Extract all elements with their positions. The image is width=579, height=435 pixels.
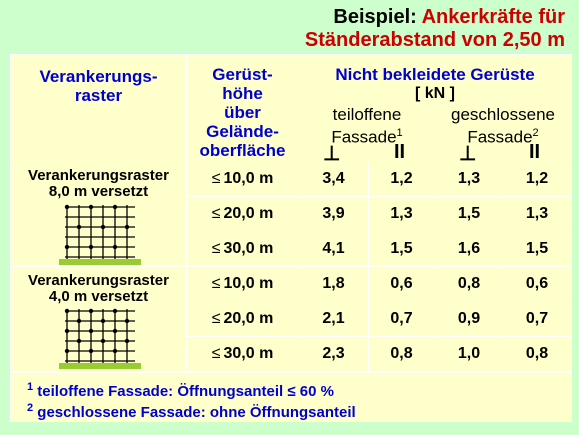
header-anchor-grid: Verankerungs- raster [11,67,186,105]
group-8m-label: Verankerungsraster 8,0 m versetzt [11,168,186,200]
header-sub1-sup: 1 [396,127,403,139]
value-cell: 0,8 [525,345,549,362]
value-cell: 0,8 [390,345,413,362]
header-height-l3: über [224,103,261,122]
value-cell: 1,5 [390,240,413,257]
value-cell: 1,6 [457,240,481,257]
value-cell: 1,8 [322,275,345,292]
value-cell: 2,1 [322,310,345,327]
header-height-l2: höhe [222,84,263,103]
value-cell: 1,3 [457,170,481,187]
header-group-title: Nicht bekleidete Gerüste [335,65,535,84]
group-4m-label: Verankerungsraster 4,0 m versetzt [11,273,186,305]
value-cell: 2,3 [322,345,345,362]
value-cell: 1,2 [390,170,413,187]
header-unclad-scaffolds: Nicht bekleidete Gerüste [299,65,571,84]
value-cell: 0,8 [457,275,481,292]
footnote-1: 1 teiloffene Fassade: Öffnungsanteil ≤ 6… [27,381,334,400]
group-8m-l2: 8,0 m versetzt [48,183,149,200]
height-cell: ≤20,0 m [211,205,274,222]
title-red: Ankerkräfte für [421,6,565,28]
value-cell: 1,0 [457,345,481,362]
title-line-2: Ständerabstand von 2,50 m [304,29,565,51]
anchor-grid-8m-icon [59,204,141,265]
value-cell: 4,1 [322,240,345,257]
value-cell: 3,9 [322,205,345,222]
value-cell: 1,3 [525,205,549,222]
footnote-2: 2 geschlossene Fassade: ohne Öffnungsant… [27,402,356,421]
group-4m-l2: 4,0 m versetzt [48,288,149,305]
value-cell: 0,7 [525,310,549,327]
header-anchor-grid-l1: Verankerungs- [39,67,158,86]
header-sub1-l1: teiloffene [332,105,402,124]
title-line-1: Beispiel: Ankerkräfte für [333,6,565,28]
anchor-force-table: Verankerungs- raster Gerüst- höhe über G… [10,54,572,372]
perp-symbol-2: ⊥ [459,143,477,165]
value-cell: 0,6 [390,275,413,292]
value-cell: 1,3 [390,205,413,222]
value-cell: 1,5 [457,205,481,222]
height-cell: ≤30,0 m [211,345,274,362]
anchor-grid-4m-icon [59,308,141,369]
parallel-symbol-1: II [394,141,406,163]
header-height-l1: Gerüst- [212,65,273,84]
header-sub1-l2: Fassade [331,127,397,147]
value-cell: 0,9 [457,310,481,327]
title-label: Beispiel: [333,6,417,28]
group-4m-l1: Verankerungsraster [28,272,169,289]
header-closed: geschlossene Fassade2 [435,105,571,147]
header-height-l4: Gelände- [206,122,279,141]
footnotes: 1 teiloffene Fassade: Öffnungsanteil ≤ 6… [10,372,572,422]
header-height-l5: oberfläche [199,141,286,160]
height-cell: ≤10,0 m [211,275,274,292]
value-cell: 3,4 [322,170,345,187]
height-cell: ≤30,0 m [211,240,274,257]
header-sub2-l1: geschlossene [451,105,555,124]
header-partially-open: teiloffene Fassade1 [299,105,435,147]
value-cell: 1,5 [525,240,549,257]
header-anchor-grid-l2: raster [74,86,123,105]
header-unit: [ kN ] [415,85,455,102]
header-sub2-sup: 2 [532,127,539,139]
header-sub2-l2: Fassade [467,127,533,147]
height-cell: ≤10,0 m [211,170,274,187]
perp-symbol-1: ⊥ [323,143,341,165]
value-cell: 0,6 [525,275,549,292]
header-scaffold-height: Gerüst- höhe über Gelände- oberfläche [186,65,299,160]
height-cell: ≤20,0 m [211,310,274,327]
parallel-symbol-2: II [529,141,541,163]
value-cell: 0,7 [390,310,413,327]
value-cell: 1,2 [525,170,549,187]
group-8m-l1: Verankerungsraster [28,167,169,184]
